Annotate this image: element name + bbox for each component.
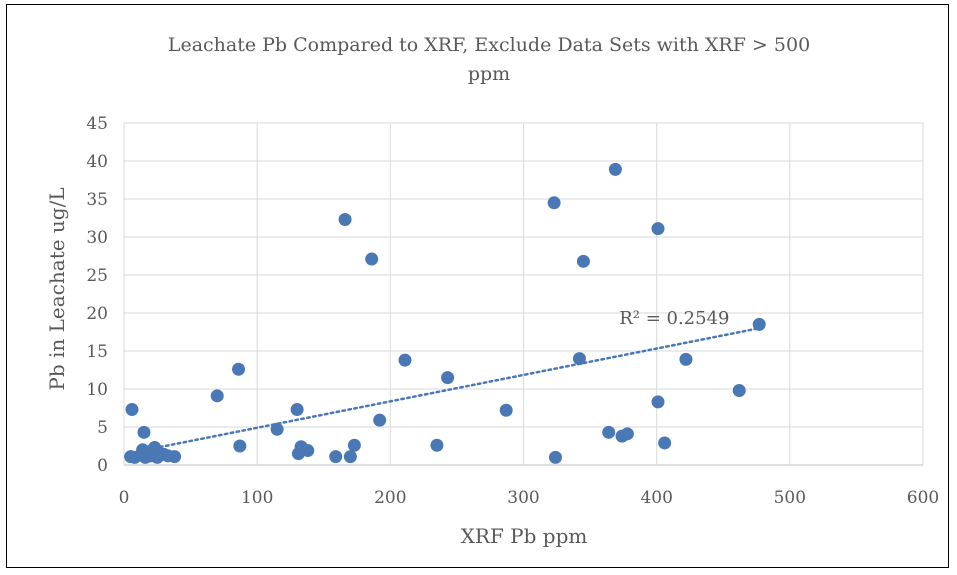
y-tick-label: 10 — [86, 380, 108, 400]
data-point — [679, 352, 693, 366]
y-tick-label: 0 — [97, 456, 108, 476]
x-tick-label: 400 — [640, 488, 672, 508]
gridlines — [123, 122, 924, 466]
x-tick-label: 500 — [774, 488, 806, 508]
data-point — [270, 422, 284, 436]
data-point — [233, 439, 247, 453]
y-tick-labels: 0 5 10 15 20 25 30 35 40 45 — [86, 114, 108, 476]
x-tick-label: 0 — [119, 488, 130, 508]
x-tick-label: 100 — [241, 488, 273, 508]
y-tick-label: 35 — [86, 190, 108, 210]
data-point — [430, 438, 444, 452]
data-point — [373, 413, 387, 427]
data-point — [602, 425, 616, 439]
y-tick-label: 40 — [86, 152, 108, 172]
data-point — [576, 254, 590, 268]
data-point — [651, 222, 665, 236]
data-point — [343, 450, 357, 464]
chart-frame — [6, 4, 949, 568]
data-point — [499, 403, 513, 417]
r-squared-label: R² = 0.2549 — [619, 308, 729, 329]
data-point — [347, 438, 361, 452]
x-tick-labels: 0 100 200 300 400 500 600 — [119, 488, 940, 508]
chart-title: Leachate Pb Compared to XRF, Exclude Dat… — [168, 34, 810, 85]
y-tick-label: 5 — [97, 418, 108, 438]
data-point — [752, 317, 766, 331]
data-point — [168, 450, 182, 464]
data-point — [441, 371, 455, 385]
y-tick-label: 25 — [86, 266, 108, 286]
data-point — [137, 425, 151, 439]
data-point — [608, 162, 622, 176]
chart-title-line-1: Leachate Pb Compared to XRF, Exclude Dat… — [168, 34, 810, 56]
data-point — [338, 213, 352, 227]
data-point — [651, 395, 665, 409]
x-axis-label: XRF Pb ppm — [461, 524, 588, 548]
data-point — [548, 450, 562, 464]
trendline — [129, 326, 761, 455]
data-point — [210, 389, 224, 403]
x-tick-label: 200 — [374, 488, 406, 508]
data-point — [125, 403, 139, 417]
y-tick-label: 30 — [86, 228, 108, 248]
data-point — [365, 252, 379, 266]
data-point — [732, 384, 746, 398]
data-point — [572, 352, 586, 366]
data-point — [329, 450, 343, 464]
trendline-group — [129, 326, 761, 455]
y-tick-label: 20 — [86, 304, 108, 324]
data-point — [658, 436, 672, 450]
data-point — [620, 427, 634, 441]
data-points — [124, 162, 766, 464]
x-tick-label: 300 — [507, 488, 539, 508]
y-tick-label: 15 — [86, 342, 108, 362]
chart-title-line-2: ppm — [468, 63, 510, 85]
data-point — [398, 353, 412, 367]
data-point — [301, 444, 315, 458]
data-point — [232, 362, 246, 376]
y-tick-label: 45 — [86, 114, 108, 134]
data-point — [290, 403, 304, 417]
x-tick-label: 600 — [907, 488, 939, 508]
y-axis-label: Pb in Leachate ug/L — [45, 187, 69, 390]
data-point — [547, 196, 561, 210]
